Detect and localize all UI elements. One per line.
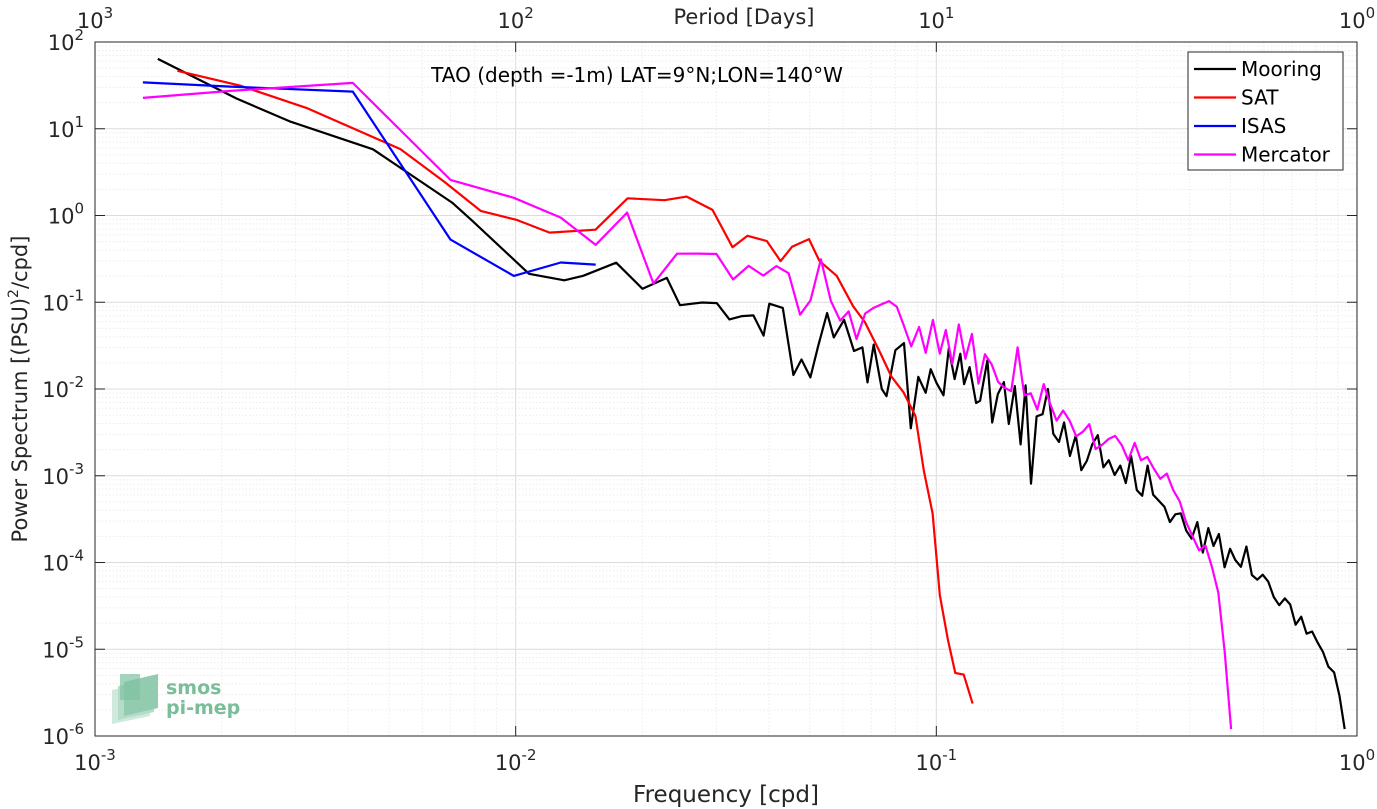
y-tick-label: 10-2 xyxy=(42,373,84,402)
y-tick-label: 10-4 xyxy=(42,547,84,576)
y-axis-label: Power Spectrum [(PSU)2/cpd] xyxy=(6,236,32,543)
top-tick-label: 101 xyxy=(918,4,954,33)
logo-stack-icon xyxy=(112,674,158,724)
top-axis-label: Period [Days] xyxy=(674,5,815,29)
legend-box xyxy=(1187,51,1344,171)
y-tick-label: 10-6 xyxy=(42,720,84,749)
y-axis-label-main: Power Spectrum [(PSU) xyxy=(8,298,32,543)
logo-text-pi-mep: pi-mep xyxy=(166,697,240,719)
legend-label: Mercator xyxy=(1241,143,1331,167)
y-tick-label: 100 xyxy=(48,200,84,229)
series-line-mercator xyxy=(142,81,1233,730)
y-tick-label: 10-5 xyxy=(42,633,84,662)
y-tick-label: 101 xyxy=(48,113,84,142)
series-line-sat xyxy=(177,69,974,704)
legend: Mooring SAT ISAS Mercator xyxy=(1187,51,1344,171)
series-layer xyxy=(142,57,1346,730)
top-tick-label: 102 xyxy=(498,4,534,33)
legend-label: ISAS xyxy=(1241,114,1286,138)
y-axis-label-exponent: 2 xyxy=(6,289,22,298)
legend-label: SAT xyxy=(1241,86,1279,110)
series-line-isas xyxy=(142,81,596,277)
legend-label: Mooring xyxy=(1241,57,1322,81)
y-tick-label: 102 xyxy=(48,26,84,55)
y-tick-label: 10-1 xyxy=(42,286,84,315)
top-tick-label: 103 xyxy=(77,4,113,33)
smos-pi-mep-logo: smos pi-mep xyxy=(112,674,240,724)
y-tick-label: 10-3 xyxy=(42,460,84,489)
y-axis-label-tail: /cpd] xyxy=(8,236,32,289)
series-line-mooring xyxy=(157,57,1346,730)
chart-title: TAO (depth =-1m) LAT=9°N;LON=140°W xyxy=(430,63,843,87)
x-axis-label: Frequency [cpd] xyxy=(633,782,819,808)
x-tick-label: 10-2 xyxy=(495,746,537,775)
x-tick-label: 100 xyxy=(1339,746,1375,775)
x-tick-label: 10-3 xyxy=(74,746,116,775)
logo-text-smos: smos xyxy=(166,677,221,699)
top-tick-label: 100 xyxy=(1339,4,1375,33)
x-tick-label: 10-1 xyxy=(915,746,957,775)
